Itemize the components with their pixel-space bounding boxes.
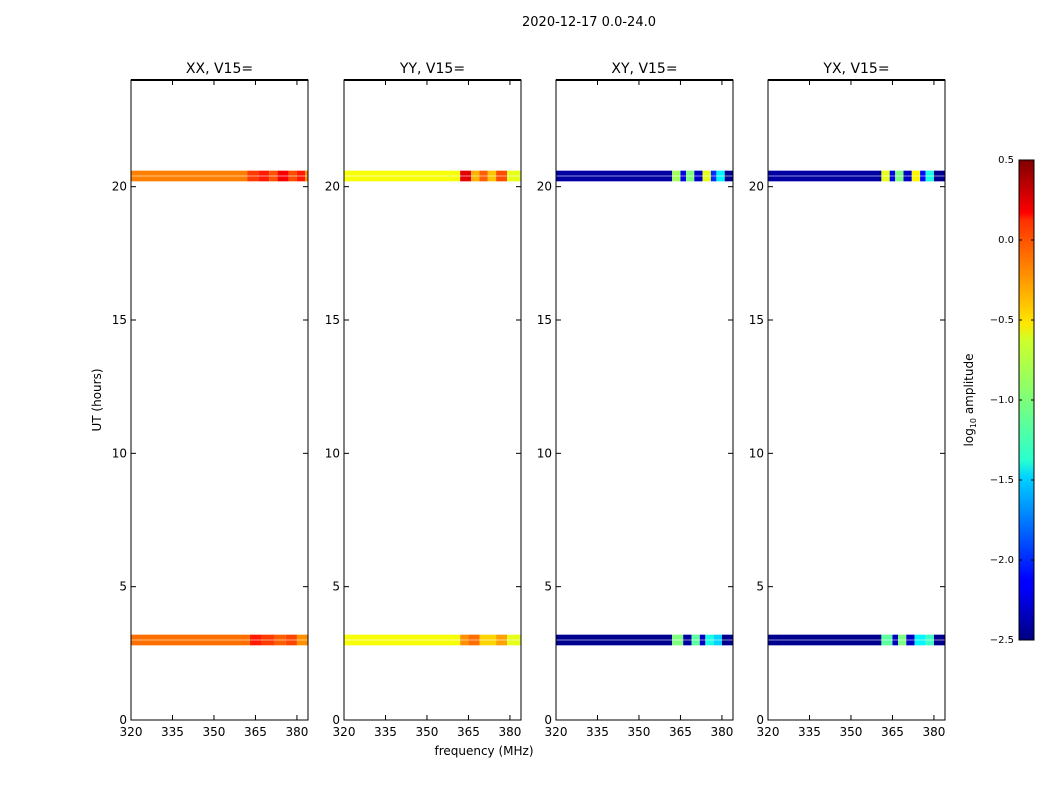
x-tick-label: 320 — [120, 725, 143, 739]
colorbar-ticks: 0.5 0.0 −0.5 −1.0 −1.5 −2.0 −2.5 — [990, 155, 1034, 646]
plot-area — [768, 80, 945, 720]
y-tick-label: 0 — [544, 713, 552, 727]
y-tick-label: 20 — [112, 180, 127, 194]
y-tick-label: 0 — [756, 713, 764, 727]
x-tick-label: 350 — [628, 725, 651, 739]
y-tick-label: 5 — [756, 580, 764, 594]
plot-area — [131, 80, 308, 720]
y-tick-label: 20 — [325, 180, 340, 194]
x-tick-label: 335 — [798, 725, 821, 739]
colorbar-tick-label: 0.5 — [998, 155, 1014, 166]
y-tick-label: 15 — [749, 313, 764, 327]
colorbar-label: log10 amplitude — [962, 354, 978, 447]
plot-area — [556, 80, 733, 720]
y-tick-label: 5 — [544, 580, 552, 594]
x-tick-label: 365 — [669, 725, 692, 739]
x-tick-label: 380 — [498, 725, 521, 739]
heatmap-panel-3: YX, V15= 320 335 350 365 380 0 5 10 15 20 — [749, 61, 946, 739]
x-tick-label: 335 — [374, 725, 397, 739]
colorbar-tick-label: 0.0 — [998, 235, 1014, 246]
x-tick-label: 320 — [545, 725, 568, 739]
colorbar-tick-label: −2.0 — [990, 555, 1014, 566]
x-tick-label: 335 — [586, 725, 609, 739]
y-tick-label: 20 — [749, 180, 764, 194]
x-tick-label: 380 — [285, 725, 308, 739]
heatmap-panel-2: XY, V15= 320 335 350 365 380 0 5 10 15 20 — [537, 61, 734, 739]
shared-xlabel: frequency (MHz) — [434, 744, 533, 758]
x-tick-label: 380 — [710, 725, 733, 739]
panel-title: YY, V15= — [399, 61, 465, 77]
plot-area — [344, 80, 521, 720]
y-tick-label: 0 — [119, 713, 127, 727]
x-tick-label: 365 — [244, 725, 267, 739]
panel-title: YX, V15= — [822, 61, 889, 77]
y-tick-label: 15 — [325, 313, 340, 327]
colorbar-tick-label: −0.5 — [990, 315, 1014, 326]
x-tick-label: 350 — [203, 725, 226, 739]
shared-ylabel: UT (hours) — [90, 368, 104, 431]
x-tick-label: 350 — [416, 725, 439, 739]
x-tick-label: 350 — [840, 725, 863, 739]
x-tick-label: 320 — [333, 725, 356, 739]
x-tick-label: 365 — [457, 725, 480, 739]
y-tick-label: 15 — [112, 313, 127, 327]
x-tick-label: 365 — [881, 725, 904, 739]
y-tick-label: 10 — [749, 446, 764, 460]
y-tick-label: 10 — [112, 446, 127, 460]
y-tick-label: 0 — [332, 713, 340, 727]
y-tick-label: 20 — [537, 180, 552, 194]
y-tick-label: 10 — [537, 446, 552, 460]
x-tick-label: 320 — [757, 725, 780, 739]
x-tick-label: 380 — [922, 725, 945, 739]
y-tick-label: 5 — [119, 580, 127, 594]
y-tick-label: 5 — [332, 580, 340, 594]
colorbar-tick-label: −2.5 — [990, 635, 1014, 646]
panel-title: XY, V15= — [611, 61, 677, 77]
x-tick-label: 335 — [161, 725, 184, 739]
colorbar-tick-label: −1.0 — [990, 395, 1014, 406]
heatmap-panel-1: YY, V15= 320 335 350 365 380 0 5 10 15 20 — [325, 61, 522, 739]
y-tick-label: 10 — [325, 446, 340, 460]
panel-title: XX, V15= — [186, 61, 253, 77]
colorbar: 0.5 0.0 −0.5 −1.0 −1.5 −2.0 −2.5 log10 amplitu… — [962, 155, 1035, 646]
heatmap-panel-0: XX, V15= 320 335 350 365 380 0 5 10 15 20 — [112, 61, 309, 739]
heatmap-panels: XX, V15= 320 335 350 365 380 0 5 10 15 20 YY, V15= 3… — [112, 61, 946, 739]
figure-title: 2020-12-17 0.0-24.0 — [522, 15, 656, 30]
y-tick-label: 15 — [537, 313, 552, 327]
colorbar-tick-label: −1.5 — [990, 475, 1014, 486]
